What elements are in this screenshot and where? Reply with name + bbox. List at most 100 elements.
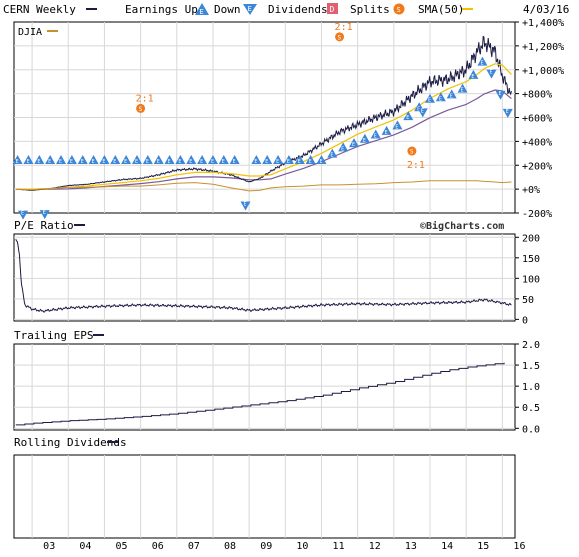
split-circle: [407, 146, 417, 156]
earnings-up-letter: E: [330, 153, 333, 159]
earnings-down-marker: E: [417, 108, 428, 118]
eps-panel-y-axis: 2.0 1.5 1.0 0.5 0.0: [515, 340, 540, 435]
earnings-up-letter: E: [298, 159, 301, 165]
earnings-up-letter: E: [471, 74, 474, 80]
earnings-up-letter: E: [395, 124, 398, 130]
earnings-up-marker: E: [283, 155, 294, 165]
earnings-up-letter: E: [135, 159, 138, 165]
eps-panel-frame: [13, 343, 516, 431]
x-tick-label: 04: [79, 541, 91, 552]
earnings-up-marker: E: [45, 155, 56, 165]
earnings-up-letter: E: [439, 96, 442, 102]
earnings-up-letter: E: [385, 130, 388, 136]
earnings-up-triangle: [66, 155, 77, 164]
earnings-up-letter: E: [189, 159, 192, 165]
earnings-up-marker: E: [327, 148, 338, 159]
split-letter: S: [139, 106, 143, 113]
earnings-up-marker: E: [294, 155, 305, 165]
earnings-up-marker: E: [88, 155, 99, 165]
earnings-up-letter: E: [363, 138, 366, 144]
earnings-up-letter: E: [287, 159, 290, 165]
earnings-up-triangle: [34, 155, 45, 164]
earnings-up-letter: E: [48, 159, 51, 165]
earnings-up-triangle: [273, 155, 284, 164]
trailing-eps-line: [15, 362, 505, 426]
x-tick-label: 09: [260, 541, 272, 552]
earnings-up-triangle: [56, 155, 67, 164]
earnings-down-letter: E: [421, 108, 424, 114]
y-tick-label: +600%: [522, 114, 552, 125]
earnings-down-triangle: [502, 108, 513, 118]
main-panel-markers: E E E E E E E E E E E E E E E E E E E E E E E E E E E E E E E E E E E E E E E E…: [12, 22, 513, 220]
price-line: [15, 35, 512, 191]
earnings-up-letter: E: [461, 88, 464, 94]
earnings-up-letter: E: [70, 159, 73, 165]
earnings-up-letter: E: [233, 159, 236, 165]
earnings-up-triangle: [424, 93, 435, 103]
earnings-up-triangle: [45, 155, 56, 164]
earnings-up-letter: E: [26, 159, 29, 165]
x-tick-label: 10: [296, 541, 308, 552]
earnings-up-letter: E: [480, 61, 483, 67]
dividends-label: Dividends: [268, 3, 328, 16]
earnings-up-marker: E: [370, 129, 381, 140]
eps-title: Trailing EPS: [14, 329, 93, 342]
x-tick-label: 15: [477, 541, 489, 552]
split-ratio-label: 2:1: [136, 93, 154, 104]
earnings-up-marker: E: [381, 125, 392, 136]
earnings-down-letter: E: [244, 202, 247, 208]
earnings-up-marker: E: [175, 155, 186, 165]
earnings-up-marker: E: [477, 56, 488, 67]
earnings-up-triangle: [186, 155, 197, 164]
earnings-down-marker-letter: E: [248, 5, 252, 13]
y-tick-label: +200%: [522, 161, 552, 172]
split-marker: S2:1: [335, 22, 353, 42]
earnings-up-triangle: [131, 155, 142, 164]
earnings-up-triangle: [283, 155, 294, 164]
earnings-up-letter: E: [341, 146, 344, 152]
earnings-up-letter: E: [124, 159, 127, 165]
x-tick-label: 14: [441, 541, 453, 552]
earnings-down-triangle: [39, 210, 50, 220]
earnings-up-marker: E: [262, 155, 273, 165]
split-ratio-label: 2:1: [335, 22, 353, 33]
earnings-up-triangle: [305, 155, 316, 164]
earnings-up-marker: E: [153, 155, 164, 165]
earnings-up-triangle: [327, 148, 338, 158]
y-tick-label: 1.0: [522, 382, 540, 393]
dividends-title: Rolling Dividends: [14, 436, 127, 449]
y-tick-label: +1,200%: [522, 42, 564, 53]
earnings-up-triangle: [99, 155, 110, 164]
pe-ratio-title: P/E Ratio: [14, 219, 74, 232]
earnings-up-letter: E: [59, 159, 62, 165]
pe-ratio-panel: P/E Ratio ©BigCharts.com 200 150 100 50 0: [13, 219, 540, 326]
split-ratio-label: 2:1: [407, 160, 425, 171]
splits-label: Splits: [350, 3, 390, 16]
earnings-up-triangle: [197, 155, 208, 164]
earnings-up-triangle: [468, 69, 479, 79]
main-panel-y-axis: +1,400% +1,200% +1,000% +800% +600% +400% +200…: [515, 18, 564, 220]
y-tick-label: 150: [522, 254, 540, 265]
x-tick-label: 07: [188, 541, 200, 552]
long-moving-average-line: [15, 89, 512, 190]
watermark: ©BigCharts.com: [420, 220, 504, 232]
split-letter: S: [410, 149, 414, 156]
split-marker-letter: S: [397, 6, 401, 14]
earnings-up-triangle: [88, 155, 99, 164]
x-tick-label: 08: [224, 541, 236, 552]
earnings-up-letter: E: [178, 159, 181, 165]
earnings-up-marker: E: [403, 111, 414, 121]
earnings-up-marker: E: [316, 155, 327, 165]
earnings-up-marker: E: [468, 69, 479, 80]
earnings-up-letter: E: [146, 159, 149, 165]
main-panel-grid: [14, 22, 515, 213]
earnings-down-icon: E: [243, 4, 257, 15]
earnings-up-marker: E: [121, 155, 132, 165]
earnings-up-marker: E: [34, 155, 45, 165]
earnings-up-letter: E: [113, 159, 116, 165]
x-tick-label: 12: [369, 541, 381, 552]
earnings-up-triangle: [175, 155, 186, 164]
y-tick-label: +1,400%: [522, 18, 564, 29]
split-marker: S 2:1: [136, 93, 154, 113]
